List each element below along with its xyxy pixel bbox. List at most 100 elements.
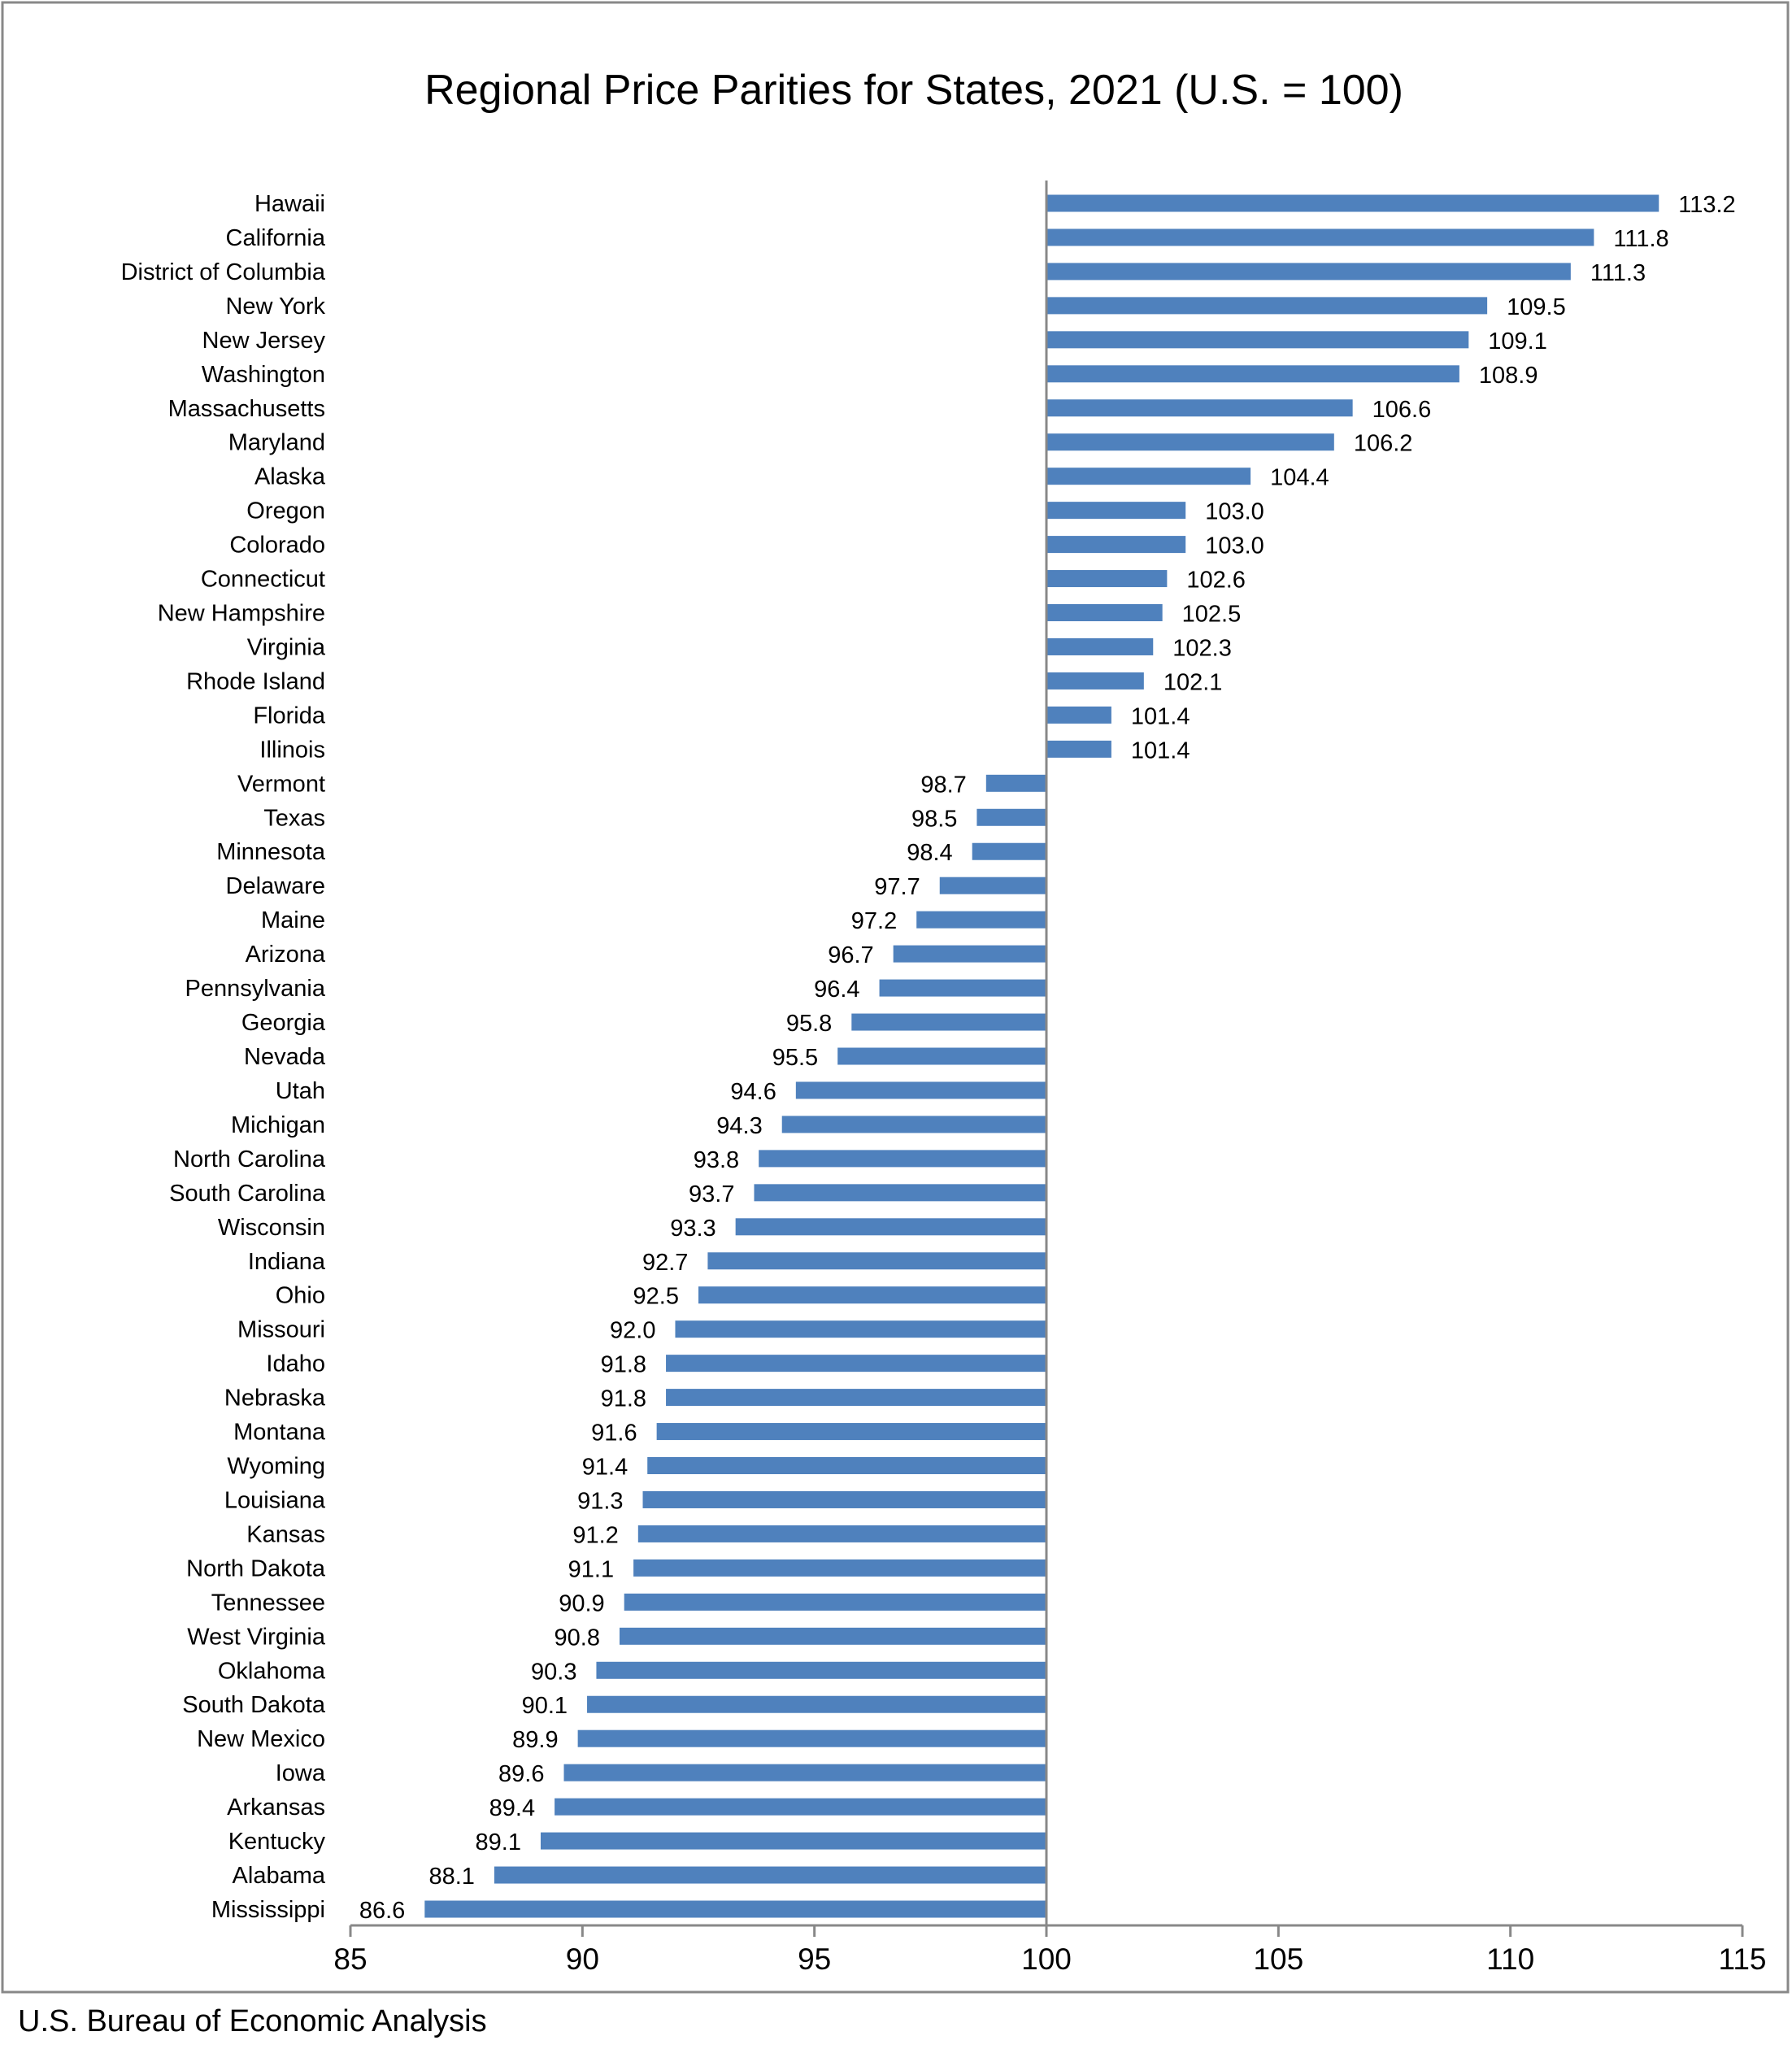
data-label: 98.7 <box>920 772 966 798</box>
bar <box>1046 502 1186 520</box>
bar <box>1046 331 1469 349</box>
bar <box>916 911 1046 929</box>
bar <box>759 1150 1046 1168</box>
data-label: 108.9 <box>1479 363 1538 389</box>
data-label: 111.3 <box>1590 260 1646 286</box>
data-label: 91.1 <box>568 1556 614 1582</box>
bar <box>939 877 1046 894</box>
category-label: Tennessee <box>211 1590 325 1616</box>
data-label: 90.8 <box>555 1625 600 1651</box>
category-label: Wyoming <box>227 1454 325 1480</box>
category-label: Connecticut <box>201 567 325 593</box>
data-label: 91.2 <box>572 1522 618 1548</box>
bars-group: Hawaii 113.2 California 111.8 District of Co… <box>121 191 1736 1924</box>
data-label: 93.3 <box>670 1216 715 1242</box>
bar <box>1046 399 1353 417</box>
category-label: District of Columbia <box>121 259 326 285</box>
bar <box>666 1389 1046 1407</box>
category-label: Utah <box>276 1078 325 1104</box>
data-label: 94.3 <box>716 1113 762 1139</box>
category-label: West Virginia <box>187 1624 326 1650</box>
category-label: New York <box>225 294 325 320</box>
category-label: North Carolina <box>173 1146 326 1172</box>
category-label: California <box>226 225 326 251</box>
bar <box>577 1729 1046 1747</box>
data-label: 106.2 <box>1354 431 1413 457</box>
data-label: 111.8 <box>1613 226 1668 252</box>
bar <box>1046 740 1111 758</box>
bar <box>619 1627 1046 1645</box>
bar <box>1046 672 1144 690</box>
category-label: Indiana <box>248 1249 326 1275</box>
data-label: 109.1 <box>1488 328 1547 355</box>
bar <box>494 1866 1046 1884</box>
bar <box>424 1900 1046 1918</box>
bar <box>596 1661 1046 1679</box>
x-tick-label: 105 <box>1253 1942 1303 1976</box>
category-label: Kansas <box>246 1521 325 1547</box>
category-label: North Dakota <box>186 1555 326 1581</box>
category-label: Mississippi <box>211 1897 325 1923</box>
bar <box>781 1116 1046 1133</box>
category-label: Massachusetts <box>168 396 325 422</box>
category-label: Nevada <box>244 1044 326 1070</box>
category-label: Delaware <box>226 873 326 899</box>
bar <box>707 1252 1046 1270</box>
data-label: 106.6 <box>1372 397 1432 423</box>
bar <box>647 1457 1046 1475</box>
category-label: New Hampshire <box>158 601 325 627</box>
category-label: Pennsylvania <box>185 976 326 1002</box>
data-label: 92.5 <box>633 1284 679 1310</box>
data-label: 91.8 <box>601 1352 646 1378</box>
data-label: 98.4 <box>907 840 952 866</box>
data-label: 102.3 <box>1172 635 1232 661</box>
bar <box>1046 263 1571 281</box>
data-label: 113.2 <box>1678 192 1735 218</box>
bar <box>1046 365 1459 383</box>
data-label: 97.2 <box>851 908 897 934</box>
bar <box>637 1525 1046 1542</box>
bar <box>972 842 1046 860</box>
bar <box>754 1184 1046 1202</box>
bar <box>1046 570 1168 588</box>
category-label: Illinois <box>259 737 325 763</box>
data-label: 89.1 <box>476 1829 521 1855</box>
bar <box>1046 637 1154 655</box>
data-label: 95.8 <box>786 1011 832 1037</box>
category-label: Iowa <box>276 1760 326 1786</box>
data-label: 92.0 <box>610 1318 655 1344</box>
bar <box>633 1559 1046 1577</box>
x-tick-label: 115 <box>1719 1942 1767 1976</box>
category-label: Michigan <box>231 1112 325 1138</box>
data-label: 102.6 <box>1186 568 1246 594</box>
data-label: 97.7 <box>874 874 920 900</box>
category-label: Maine <box>261 907 325 933</box>
bar <box>587 1695 1046 1713</box>
x-axis: 85 90 95 100 105 110 115 <box>333 181 1767 1976</box>
bar <box>666 1355 1046 1373</box>
data-label: 91.6 <box>591 1420 637 1446</box>
data-label: 101.4 <box>1131 703 1190 729</box>
data-label: 90.1 <box>522 1693 568 1719</box>
bar <box>698 1286 1046 1304</box>
category-label: Vermont <box>237 771 325 797</box>
x-tick-label: 100 <box>1021 1942 1072 1976</box>
bar <box>540 1832 1046 1850</box>
category-label: Kentucky <box>228 1829 326 1855</box>
data-label: 86.6 <box>359 1898 405 1924</box>
data-label: 90.9 <box>559 1590 604 1616</box>
data-label: 109.5 <box>1507 294 1566 320</box>
category-label: Alabama <box>233 1863 326 1889</box>
category-label: Louisiana <box>224 1487 326 1513</box>
data-label: 90.3 <box>531 1659 576 1685</box>
x-tick-label: 95 <box>798 1942 831 1976</box>
category-label: Rhode Island <box>186 668 325 694</box>
data-label: 96.4 <box>814 977 859 1003</box>
category-label: Missouri <box>237 1317 325 1343</box>
bar <box>624 1593 1046 1611</box>
category-label: Hawaii <box>254 191 325 217</box>
bar <box>893 945 1046 963</box>
bar <box>642 1490 1046 1508</box>
data-label: 92.7 <box>642 1250 688 1276</box>
